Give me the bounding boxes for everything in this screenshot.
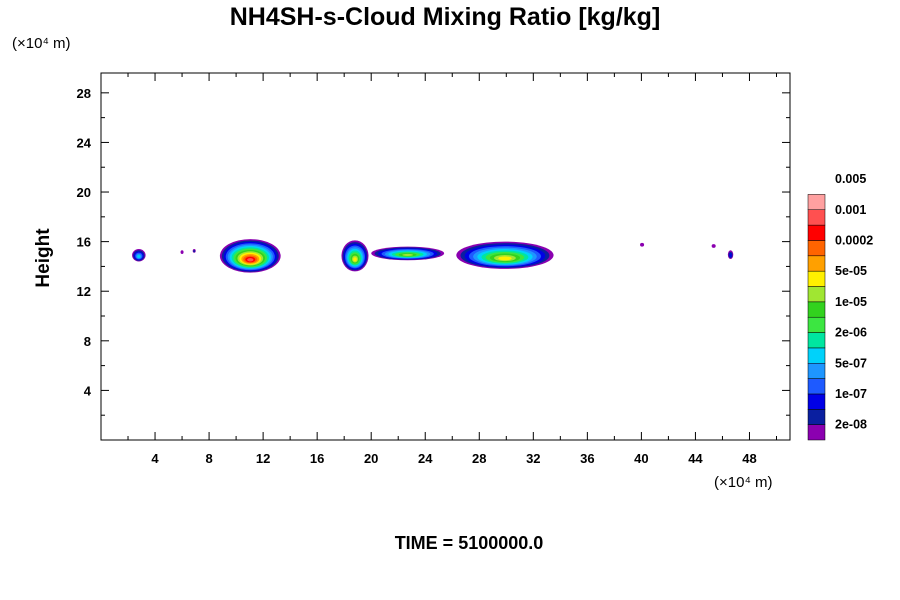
colorbar-swatch (807, 240, 826, 257)
y-tick-label: 12 (77, 284, 91, 299)
y-tick-label: 8 (84, 334, 91, 349)
colorbar-label: 1e-07 (835, 387, 867, 401)
colorbar-swatch (807, 316, 826, 333)
y-tick-label: 24 (77, 135, 92, 150)
cloud-contour-level-10 (498, 256, 512, 261)
x-tick-label: 36 (580, 451, 594, 466)
cloud-cell-7 (456, 241, 554, 269)
cloud-contour-level-5 (137, 255, 141, 259)
cloud-cell-5 (341, 240, 369, 272)
colorbar-label: 0.001 (835, 203, 866, 217)
cloud-cell-9 (711, 244, 716, 248)
x-tick-label: 8 (205, 451, 212, 466)
colorbar-swatch (807, 286, 826, 303)
y-axis-unit: (×10⁴ m) (12, 35, 71, 52)
colorbar-swatch (807, 378, 826, 395)
colorbar-swatch (807, 270, 826, 287)
x-tick-label: 16 (310, 451, 324, 466)
cloud-contour-level-0 (640, 242, 645, 247)
cloud-cell-1 (132, 249, 146, 262)
colorbar-swatch (807, 347, 826, 364)
y-axis-label: Height (33, 228, 54, 288)
colorbar-swatch (807, 224, 826, 241)
colorbar: 0.005 0.001 0.0002 5e-05 1e-05 2e-06 5e-07 1e-0… (807, 172, 873, 441)
time-label: TIME = 5100000.0 (395, 533, 544, 553)
y-tick-label: 16 (77, 235, 91, 250)
colorbar-swatch (807, 255, 826, 272)
colorbar-swatch (807, 393, 826, 410)
cloud-cell-10 (727, 250, 734, 259)
x-tick-label: 28 (472, 451, 486, 466)
y-tick-label: 20 (77, 185, 91, 200)
cloud-cell-4 (219, 239, 281, 273)
plot-frame (100, 72, 791, 441)
y-tick-label: 4 (84, 383, 92, 398)
colorbar-swatch (807, 363, 826, 379)
cloud-contour-level-0 (180, 250, 184, 255)
colorbar-swatch (807, 209, 826, 226)
colorbar-label: 1e-05 (835, 295, 867, 309)
x-tick-label: 20 (364, 451, 378, 466)
cloud-contour-level-0 (711, 244, 716, 248)
colorbar-label: 2e-06 (835, 326, 867, 340)
colorbar-label: 5e-05 (835, 264, 867, 278)
colorbar-swatch (807, 332, 826, 349)
colorbar-swatch (807, 301, 826, 318)
x-tick-label: 44 (688, 451, 703, 466)
colorbar-swatch (807, 409, 826, 425)
x-tick-label: 12 (256, 451, 270, 466)
x-tick-label: 24 (418, 451, 433, 466)
cloud-cell-2 (180, 250, 184, 255)
colorbar-swatch (807, 424, 826, 441)
x-tick-label: 32 (526, 451, 540, 466)
cloud-contour-level-1 (193, 250, 196, 253)
cloud-contour-level-2 (729, 253, 732, 258)
plot-area (100, 72, 791, 441)
colorbar-swatch (807, 194, 826, 210)
x-axis-unit: (×10⁴ m) (714, 474, 773, 491)
cloud-contour-level-14 (247, 258, 254, 262)
cloud-cell-3 (192, 249, 196, 253)
cloud-cell-6 (371, 246, 445, 261)
y-tick-label: 28 (77, 86, 91, 101)
cloud-cell-8 (640, 242, 645, 247)
x-tick-label: 40 (634, 451, 648, 466)
colorbar-label: 2e-08 (835, 418, 867, 432)
colorbar-label: 0.0002 (835, 233, 873, 247)
colorbar-label: 5e-07 (835, 356, 867, 370)
chart-title: NH4SH-s-Cloud Mixing Ratio [kg/kg] (230, 3, 661, 31)
cloud-contour-level-9 (402, 253, 414, 256)
cloud-contour-level-10 (353, 257, 357, 262)
x-tick-label: 4 (151, 451, 159, 466)
colorbar-label: 0.005 (835, 172, 866, 186)
x-tick-label: 48 (742, 451, 756, 466)
